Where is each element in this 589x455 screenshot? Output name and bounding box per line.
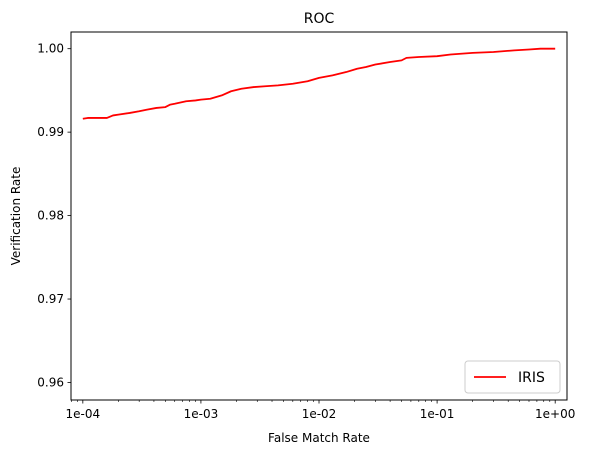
x-axis-label: False Match Rate: [268, 431, 370, 445]
y-axis: 0.96 0.97 0.98 0.99 1.00: [37, 42, 71, 389]
x-tick-label: 1e+00: [535, 407, 575, 421]
x-axis: 1e-04 1e-03 1e-02 1e-01 1e+00: [66, 400, 575, 421]
y-axis-label: Verification Rate: [9, 167, 23, 266]
y-tick-label: 1.00: [37, 42, 64, 56]
legend: IRIS: [464, 360, 561, 394]
y-tick-label: 0.97: [37, 292, 64, 306]
chart-title: ROC: [304, 11, 335, 27]
y-tick-label: 0.98: [37, 209, 64, 223]
x-tick-label: 1e-04: [66, 407, 101, 421]
x-tick-label: 1e-02: [302, 407, 337, 421]
legend-label: IRIS: [518, 370, 545, 386]
legend-box: [464, 360, 561, 394]
series-line-iris: [82, 47, 556, 120]
x-tick-label: 1e-01: [420, 407, 455, 421]
plot-area: [70, 31, 568, 401]
x-tick-label: 1e-03: [184, 407, 219, 421]
series-layer: [82, 47, 556, 120]
y-tick-label: 0.99: [37, 125, 64, 139]
y-tick-label: 0.96: [37, 375, 64, 389]
